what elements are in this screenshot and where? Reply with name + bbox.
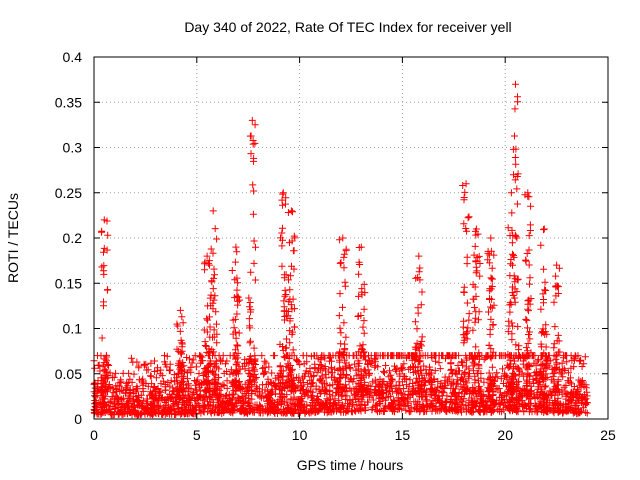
y-tick-label: 0.05 xyxy=(55,366,82,382)
x-tick-label: 0 xyxy=(90,427,98,443)
x-tick-label: 15 xyxy=(395,427,411,443)
y-tick-label: 0.25 xyxy=(55,185,82,201)
y-tick-label: 0.3 xyxy=(63,140,83,156)
roti-points xyxy=(90,80,591,419)
y-tick-label: 0.2 xyxy=(63,230,83,246)
y-tick-label: 0.35 xyxy=(55,94,82,110)
y-tick-label: 0.1 xyxy=(63,321,83,337)
x-tick-label: 5 xyxy=(193,427,201,443)
x-tick-label: 25 xyxy=(600,427,616,443)
x-tick-label: 10 xyxy=(292,427,308,443)
x-tick-label: 20 xyxy=(497,427,513,443)
plot-frame xyxy=(93,56,609,420)
x-axis-label: GPS time / hours xyxy=(297,457,404,473)
axes: 0 5 10 15 20 25 0 0.05 0.1 0.15 0.2 0.25 0.3 0.35 0.4 xyxy=(55,49,616,443)
chart-title: Day 340 of 2022, Rate Of TEC Index for r… xyxy=(184,19,511,35)
y-tick-label: 0 xyxy=(74,411,82,427)
y-axis-label: ROTI / TECUs xyxy=(5,193,21,283)
y-tick-label: 0.15 xyxy=(55,275,82,291)
data-points xyxy=(90,80,591,419)
y-tick-label: 0.4 xyxy=(63,49,83,65)
